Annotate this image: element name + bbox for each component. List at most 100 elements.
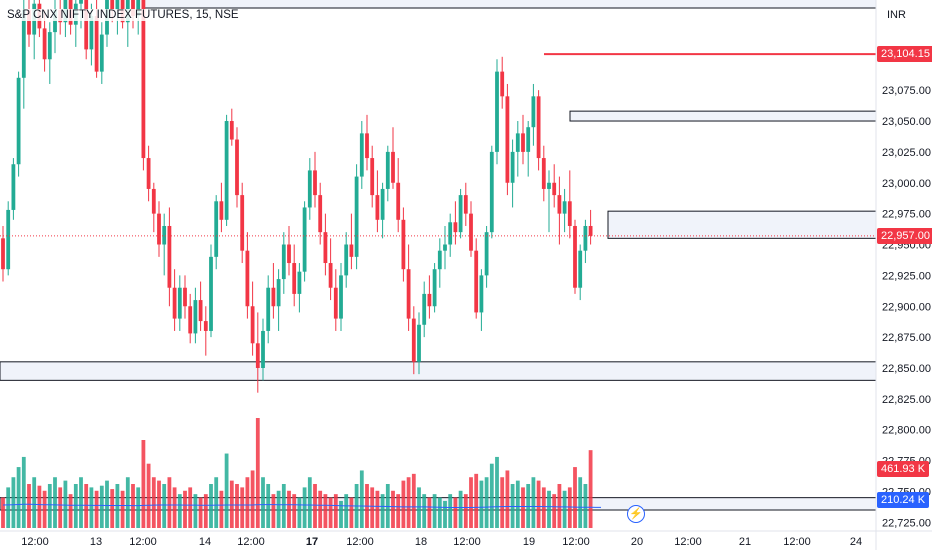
volume-bar [68,494,73,528]
candle-body [193,300,198,334]
volume-bar [16,467,21,528]
volume-bar [401,480,406,528]
candle-body [411,318,416,362]
candle-body [448,222,453,245]
lines-layer [0,53,876,237]
price-tick-label: 23,075.00 [882,85,931,97]
price-zone-box [607,210,877,239]
volume-bar [99,485,104,528]
volume-bar [515,480,520,528]
candle-body [479,275,484,313]
candle-body [292,263,297,294]
volume-bar [370,487,375,528]
volume-bar [203,494,208,528]
currency-label[interactable]: INR [887,9,906,21]
price-tick-label: 23,050.00 [882,116,931,128]
volume-bar [89,487,94,528]
volume-bar [526,484,531,528]
candle-body [380,188,385,220]
candle-body [183,287,187,307]
candle-body [313,170,317,196]
volume-bar [307,477,312,528]
candle-body [567,201,572,226]
candle-body [510,151,515,183]
volume-bar [391,490,395,528]
candle-body [203,321,208,331]
candle-body [531,96,536,128]
volume-bar [339,500,343,528]
time-tick-label: 12:00 [562,536,590,548]
price-tick-label: 22,825.00 [882,394,931,406]
time-tick-label: 13 [90,536,102,548]
candle-body [401,219,406,270]
resistance-price-badge: 23,104.15 [877,46,932,63]
candle-body [229,121,234,140]
candle-body [547,182,551,189]
candle-body [318,195,323,233]
candle-body [141,0,146,159]
volume-bar [188,487,193,528]
volume-bar [6,487,11,528]
volume-bar [448,494,453,528]
candle-body [536,96,541,159]
volume-bar [505,470,510,528]
volume-bar [573,467,577,528]
volume-bar [469,477,473,528]
volume-bar [198,497,203,528]
candle-body [172,287,177,319]
candle-body [209,256,213,331]
volume-bar [172,487,177,528]
price-tick-label: 22,850.00 [882,363,931,375]
volume-bar [552,494,557,528]
volume-bar [162,484,167,528]
candle-body [297,271,302,294]
volume-bar [411,473,416,528]
candle-body [573,225,577,288]
time-tick-label: 17 [306,536,318,548]
volume-ma-badge: 210.24 K [877,492,930,508]
volume-bar [27,484,31,528]
symbol-title[interactable]: S&P CNX NIFTY INDEX FUTURES, 15, NSE [4,9,242,21]
candle-body [115,0,120,10]
volume-bar [21,456,26,528]
volume-bar [281,484,286,528]
candle-body [500,71,505,97]
volume-bar [136,487,141,528]
candle-body [94,16,99,72]
candle-body [557,195,562,214]
candle-body [281,244,286,280]
candle-body [515,133,520,152]
jump-to-realtime-button[interactable]: ⚡ [627,505,645,523]
volume-bar [484,477,489,528]
time-tick-label: 12:00 [346,536,374,548]
candle-body [541,158,546,189]
candle-body [396,182,401,220]
candle-body [495,71,499,152]
candle-body [349,244,354,257]
volume-bar [380,494,385,528]
time-axis[interactable]: 12:00 13 12:00 14 12:00 17 12:00 18 12:00 19 12:00… [0,530,932,548]
candle-body [469,213,473,251]
candle-body [365,133,369,159]
volume-bar [547,490,551,528]
volume-bar [536,480,541,528]
candle-body [333,287,338,319]
time-tick-label: 12:00 [21,536,49,548]
price-tick-label: 22,925.00 [882,270,931,282]
volume-badge: 461.93 K [877,461,930,477]
candle-body [344,244,349,276]
volume-bar [443,500,447,528]
time-tick-label: 24 [850,536,862,548]
volume-bar [427,497,432,528]
price-tick-label: 22,725.00 [882,517,931,529]
volume-bar [47,484,52,528]
volume-bar [79,477,83,528]
candle-body [453,222,458,233]
time-tick-label: 12:00 [237,536,265,548]
candle-body [432,269,437,307]
volume-bar [495,456,499,528]
volume-bar [333,494,338,528]
volume-bar [37,485,42,528]
